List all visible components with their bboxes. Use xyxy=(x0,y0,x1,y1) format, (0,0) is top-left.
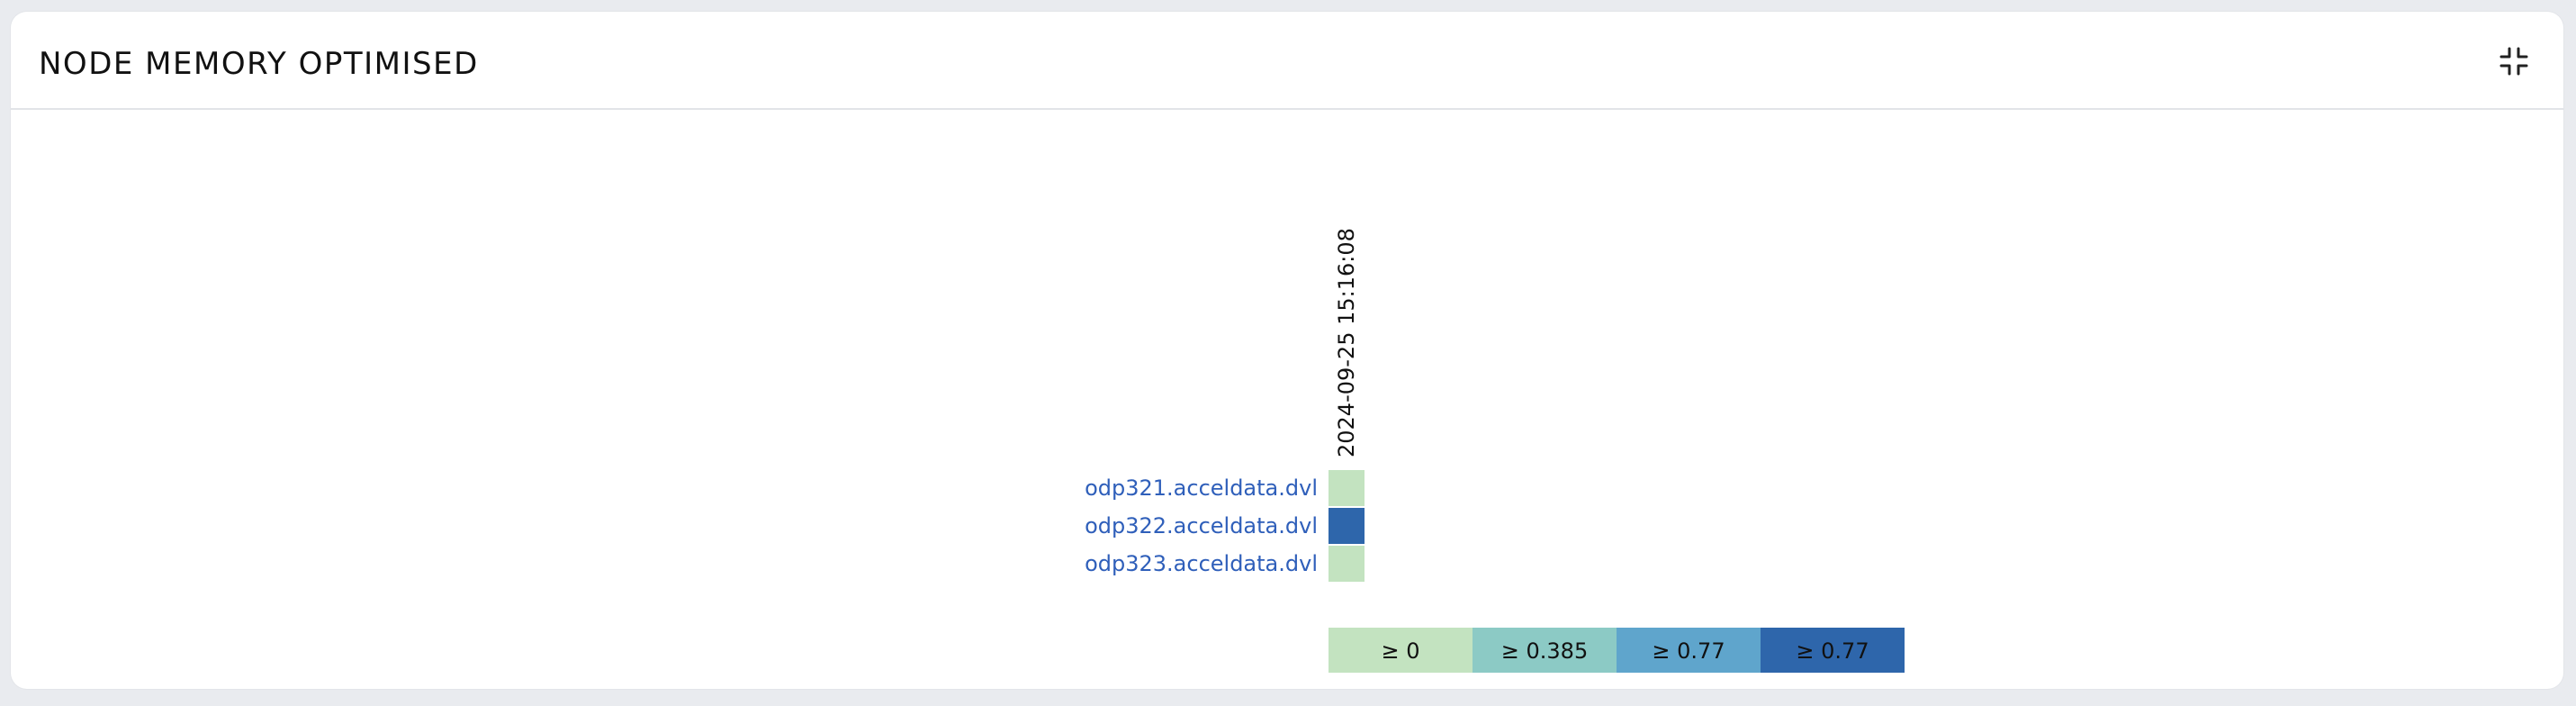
heatmap-cell[interactable] xyxy=(1329,546,1365,582)
legend-label: ≥ 0 xyxy=(1381,638,1419,664)
panel-title: NODE MEMORY OPTIMISED xyxy=(39,46,479,82)
legend-swatch xyxy=(1617,628,1761,673)
y-tick-label[interactable]: odp321.acceldata.dvl xyxy=(1085,475,1318,501)
legend-swatch xyxy=(1329,628,1473,673)
collapse-icon-graphic xyxy=(2499,47,2528,76)
panel-header: NODE MEMORY OPTIMISED xyxy=(11,12,2563,110)
legend-swatch xyxy=(1473,628,1617,673)
heatmap-chart: 2024-09-25 15:16:08 odp321.acceldata.dvl o… xyxy=(11,110,2563,689)
heatmap-cell[interactable] xyxy=(1329,508,1365,544)
legend-swatch xyxy=(1761,628,1905,673)
legend-label: ≥ 0.77 xyxy=(1652,638,1725,664)
y-tick-label[interactable]: odp323.acceldata.dvl xyxy=(1085,551,1318,576)
y-tick-label[interactable]: odp322.acceldata.dvl xyxy=(1085,513,1318,539)
node-memory-panel: NODE MEMORY OPTIMISED 2024-09-25 15:16:0… xyxy=(11,12,2563,689)
collapse-icon[interactable] xyxy=(2491,39,2536,84)
heatmap-svg: 2024-09-25 15:16:08 odp321.acceldata.dvl o… xyxy=(1085,228,1905,673)
x-tick-label: 2024-09-25 15:16:08 xyxy=(1334,228,1359,457)
heatmap-cell[interactable] xyxy=(1329,470,1365,506)
legend-label: ≥ 0.385 xyxy=(1501,638,1588,664)
legend-label: ≥ 0.77 xyxy=(1796,638,1869,664)
